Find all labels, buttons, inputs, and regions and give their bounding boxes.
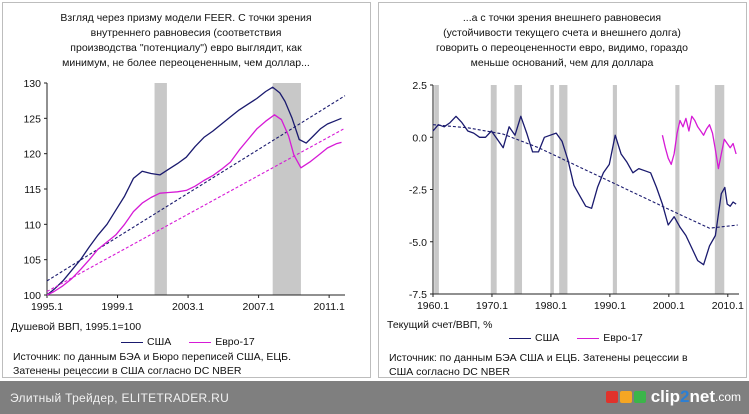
right-legend-us: США xyxy=(509,332,559,344)
logo-square-green-icon xyxy=(633,391,646,403)
left-title-line-3: производства "потенциалу") евро выглядит… xyxy=(70,42,302,54)
right-y-tick-label-3: -2.5 xyxy=(409,185,427,197)
left-title-line-1: Взгляд через призму модели FEER. С точки… xyxy=(60,12,312,24)
logo-square-orange-icon xyxy=(619,391,632,403)
right-legend-eu: Евро-17 xyxy=(577,332,643,344)
left-y-tick-label-3: 110 xyxy=(24,219,41,231)
left-x-tick-label-4: 2007.1 xyxy=(243,301,275,313)
logo-text-clip: clip xyxy=(650,387,681,406)
right-x-tick-label-3: 1980.1 xyxy=(535,300,567,312)
left-recession-band-1 xyxy=(154,83,167,295)
right-recession-band-6 xyxy=(612,85,617,294)
left-source-line-2: Затенены рецессии в США согласно DC NBER xyxy=(13,365,242,377)
right-y-tick-label-2: 0.0 xyxy=(412,132,427,144)
right-x-tick-label-6: 2010.1 xyxy=(712,300,744,312)
left-x-tick-label-3: 2003.1 xyxy=(172,301,204,313)
right-recession-band-8 xyxy=(714,85,725,294)
right-recession-band-1 xyxy=(434,85,439,294)
right-x-tick-label-4: 1990.1 xyxy=(594,300,626,312)
logo-text-2: 2 xyxy=(680,387,690,406)
left-legend-us-swatch xyxy=(121,341,143,343)
right-series-eu-line-3 xyxy=(661,115,737,170)
right-title-line-1: ...а с точки зрения внешнего равновесия xyxy=(462,12,662,24)
left-y-tick-label-4: 115 xyxy=(24,184,41,196)
left-legend-us-label: США xyxy=(147,336,172,348)
right-recession-band-3 xyxy=(514,85,523,294)
left-title-line-4: минимум, не более переоцененным, чем дол… xyxy=(62,57,310,69)
left-title-line-2: внутреннего равновесия (соответствия xyxy=(90,27,282,39)
footer-bar: Элитный Трейдер, ELITETRADER.RU clip 2 net… xyxy=(0,381,749,414)
left-chart-plot: 100 105 110 115 120 125 130 1995.1 1999.1 2003.1 2… xyxy=(23,78,346,313)
left-x-tick-label-1: 1995.1 xyxy=(31,301,63,313)
right-legend-eu-swatch xyxy=(577,337,600,339)
right-y-tick-label-5: -7.5 xyxy=(409,289,427,301)
right-x-tick-label-2: 1970.1 xyxy=(476,300,508,312)
left-chart-panel: Взгляд через призму модели FEER. С точки… xyxy=(2,2,371,378)
right-source-line-2: США согласно DC NBER xyxy=(389,366,510,378)
right-source-note: Источник: по данным БЭА США и ЕЦБ. Затен… xyxy=(389,351,688,379)
right-chart-panel: ...а с точки зрения внешнего равновесия … xyxy=(378,2,747,378)
right-recession-band-2 xyxy=(490,85,497,294)
right-y-axis-label: Текущий счет/ВВП, % xyxy=(387,319,493,331)
left-source-note: Источник: по данным БЭА и Бюро переписей… xyxy=(13,350,291,378)
clip2net-logo[interactable]: clip 2 net .com xyxy=(605,387,741,407)
left-y-axis-label: Душевой ВВП, 1995.1=100 xyxy=(11,321,142,333)
left-legend-eu-label: Евро-17 xyxy=(215,336,255,348)
right-title-line-2: (устойчивости текущего счета и внешнего … xyxy=(443,27,681,39)
right-title-line-4: меньше оснований, чем для доллара xyxy=(470,57,654,69)
left-series-trend-line-4 xyxy=(46,127,346,292)
left-series-us-line-1 xyxy=(46,86,342,296)
left-y-tick-label-6: 125 xyxy=(23,113,41,125)
left-y-tick-label-7: 130 xyxy=(23,78,41,90)
left-x-tick-label-2: 1999.1 xyxy=(101,301,133,313)
right-x-tick-label-1: 1960.1 xyxy=(417,300,449,312)
right-x-tick-label-5: 2000.1 xyxy=(653,300,685,312)
left-legend-eu-swatch xyxy=(189,341,212,343)
left-series-eu-line-3 xyxy=(46,114,342,296)
footer-site-name: Элитный Трейдер, ELITETRADER.RU xyxy=(10,391,230,405)
left-x-tick-label-5: 2011.1 xyxy=(313,301,344,313)
logo-text-net: net xyxy=(689,387,715,406)
right-title-line-3: говорить о переоцененности евро, видимо,… xyxy=(436,42,688,54)
right-source-line-1: Источник: по данным БЭА США и ЕЦБ. Затен… xyxy=(389,352,688,364)
right-recession-band-4 xyxy=(550,85,554,294)
left-recession-band-2 xyxy=(272,83,301,295)
right-series-us-line-1 xyxy=(432,115,737,266)
right-series-trend-line-2 xyxy=(432,124,738,229)
left-legend-eu: Евро-17 xyxy=(189,336,255,348)
right-legend: США Евро-17 xyxy=(509,332,661,344)
right-y-tick-label-1: 2.5 xyxy=(412,80,427,92)
left-chart-title: Взгляд через призму модели FEER. С точки… xyxy=(11,11,361,71)
right-legend-us-swatch xyxy=(509,337,531,339)
right-recession-band-7 xyxy=(675,85,680,294)
left-legend: США Евро-17 xyxy=(121,336,273,348)
logo-text-com: .com xyxy=(714,390,741,404)
right-chart-title: ...а с точки зрения внешнего равновесия … xyxy=(387,11,737,71)
left-legend-us: США xyxy=(121,336,171,348)
left-series-trend-line-2 xyxy=(46,95,346,282)
logo-square-red-icon xyxy=(605,391,618,403)
left-y-tick-label-1: 100 xyxy=(23,290,41,302)
right-legend-eu-label: Евро-17 xyxy=(603,332,643,344)
left-source-line-1: Источник: по данным БЭА и Бюро переписей… xyxy=(13,351,291,363)
left-y-tick-label-2: 105 xyxy=(23,255,41,267)
right-legend-us-label: США xyxy=(535,332,560,344)
right-recession-band-5 xyxy=(559,85,568,294)
left-y-tick-label-5: 120 xyxy=(23,149,41,161)
right-y-tick-label-4: -5.0 xyxy=(409,237,427,249)
